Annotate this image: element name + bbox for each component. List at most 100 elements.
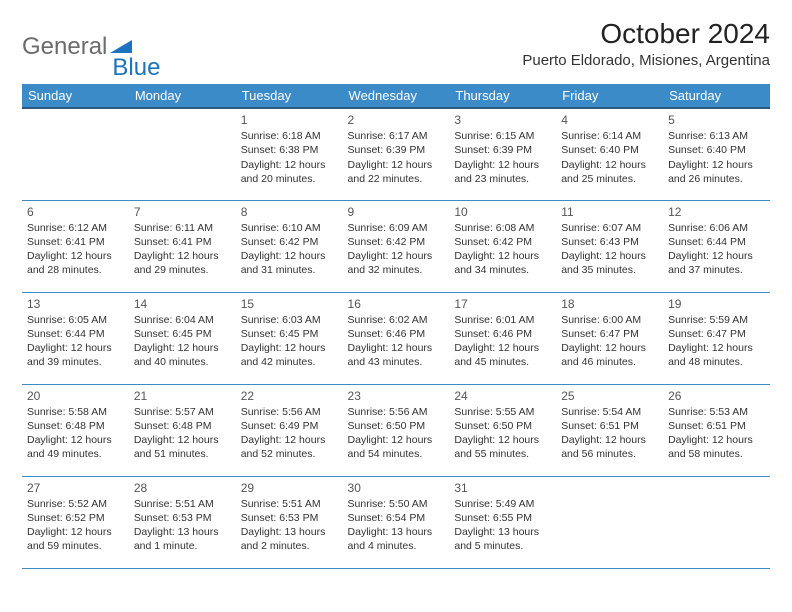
sunset-text: Sunset: 6:48 PM xyxy=(134,419,231,433)
sunset-text: Sunset: 6:41 PM xyxy=(27,235,124,249)
daylight-text: Daylight: 12 hours xyxy=(241,341,338,355)
day-number: 9 xyxy=(348,204,445,220)
day-number: 29 xyxy=(241,480,338,496)
daylight-text: Daylight: 12 hours xyxy=(27,433,124,447)
daylight-text: Daylight: 13 hours xyxy=(348,525,445,539)
daylight-text: Daylight: 12 hours xyxy=(27,525,124,539)
day-number: 14 xyxy=(134,296,231,312)
sunset-text: Sunset: 6:45 PM xyxy=(134,327,231,341)
daylight-text: and 56 minutes. xyxy=(561,447,658,461)
sunrise-text: Sunrise: 6:04 AM xyxy=(134,313,231,327)
day-number: 18 xyxy=(561,296,658,312)
sunrise-text: Sunrise: 6:06 AM xyxy=(668,221,765,235)
day-header: Friday xyxy=(556,84,663,108)
calendar-cell: 4Sunrise: 6:14 AMSunset: 6:40 PMDaylight… xyxy=(556,108,663,200)
daylight-text: and 29 minutes. xyxy=(134,263,231,277)
daylight-text: and 23 minutes. xyxy=(454,172,551,186)
calendar-cell: 27Sunrise: 5:52 AMSunset: 6:52 PMDayligh… xyxy=(22,476,129,568)
daylight-text: Daylight: 13 hours xyxy=(454,525,551,539)
day-number: 27 xyxy=(27,480,124,496)
calendar-table: Sunday Monday Tuesday Wednesday Thursday… xyxy=(22,84,770,569)
calendar-cell: 9Sunrise: 6:09 AMSunset: 6:42 PMDaylight… xyxy=(343,200,450,292)
calendar-cell: 12Sunrise: 6:06 AMSunset: 6:44 PMDayligh… xyxy=(663,200,770,292)
daylight-text: and 46 minutes. xyxy=(561,355,658,369)
daylight-text: Daylight: 12 hours xyxy=(134,341,231,355)
calendar-cell: 11Sunrise: 6:07 AMSunset: 6:43 PMDayligh… xyxy=(556,200,663,292)
calendar-week-row: 20Sunrise: 5:58 AMSunset: 6:48 PMDayligh… xyxy=(22,384,770,476)
daylight-text: Daylight: 12 hours xyxy=(348,433,445,447)
daylight-text: Daylight: 12 hours xyxy=(454,249,551,263)
daylight-text: Daylight: 12 hours xyxy=(241,158,338,172)
daylight-text: Daylight: 12 hours xyxy=(668,249,765,263)
daylight-text: Daylight: 12 hours xyxy=(561,249,658,263)
sunrise-text: Sunrise: 6:10 AM xyxy=(241,221,338,235)
daylight-text: and 4 minutes. xyxy=(348,539,445,553)
daylight-text: Daylight: 12 hours xyxy=(27,341,124,355)
sunset-text: Sunset: 6:39 PM xyxy=(348,143,445,157)
daylight-text: and 22 minutes. xyxy=(348,172,445,186)
calendar-cell: 20Sunrise: 5:58 AMSunset: 6:48 PMDayligh… xyxy=(22,384,129,476)
sunset-text: Sunset: 6:50 PM xyxy=(348,419,445,433)
daylight-text: Daylight: 12 hours xyxy=(668,158,765,172)
daylight-text: Daylight: 12 hours xyxy=(348,158,445,172)
sunrise-text: Sunrise: 5:57 AM xyxy=(134,405,231,419)
day-header-row: Sunday Monday Tuesday Wednesday Thursday… xyxy=(22,84,770,108)
daylight-text: and 54 minutes. xyxy=(348,447,445,461)
day-number: 12 xyxy=(668,204,765,220)
header: General Blue October 2024 Puerto Eldorad… xyxy=(22,18,770,70)
sunset-text: Sunset: 6:51 PM xyxy=(561,419,658,433)
calendar-cell: 13Sunrise: 6:05 AMSunset: 6:44 PMDayligh… xyxy=(22,292,129,384)
sunset-text: Sunset: 6:38 PM xyxy=(241,143,338,157)
sunrise-text: Sunrise: 5:51 AM xyxy=(241,497,338,511)
sunrise-text: Sunrise: 6:14 AM xyxy=(561,129,658,143)
calendar-week-row: 27Sunrise: 5:52 AMSunset: 6:52 PMDayligh… xyxy=(22,476,770,568)
calendar-cell: 24Sunrise: 5:55 AMSunset: 6:50 PMDayligh… xyxy=(449,384,556,476)
sunrise-text: Sunrise: 6:15 AM xyxy=(454,129,551,143)
daylight-text: Daylight: 12 hours xyxy=(348,341,445,355)
sunrise-text: Sunrise: 5:51 AM xyxy=(134,497,231,511)
calendar-cell: 15Sunrise: 6:03 AMSunset: 6:45 PMDayligh… xyxy=(236,292,343,384)
sunrise-text: Sunrise: 6:05 AM xyxy=(27,313,124,327)
sunset-text: Sunset: 6:49 PM xyxy=(241,419,338,433)
day-number: 3 xyxy=(454,112,551,128)
calendar-cell: 22Sunrise: 5:56 AMSunset: 6:49 PMDayligh… xyxy=(236,384,343,476)
calendar-cell: 16Sunrise: 6:02 AMSunset: 6:46 PMDayligh… xyxy=(343,292,450,384)
daylight-text: and 48 minutes. xyxy=(668,355,765,369)
day-number: 25 xyxy=(561,388,658,404)
daylight-text: Daylight: 12 hours xyxy=(134,249,231,263)
sunset-text: Sunset: 6:42 PM xyxy=(348,235,445,249)
calendar-cell: 7Sunrise: 6:11 AMSunset: 6:41 PMDaylight… xyxy=(129,200,236,292)
logo-text-blue: Blue xyxy=(112,36,160,82)
daylight-text: Daylight: 12 hours xyxy=(668,433,765,447)
day-number: 15 xyxy=(241,296,338,312)
day-header: Tuesday xyxy=(236,84,343,108)
daylight-text: and 26 minutes. xyxy=(668,172,765,186)
day-number: 28 xyxy=(134,480,231,496)
daylight-text: and 25 minutes. xyxy=(561,172,658,186)
daylight-text: Daylight: 12 hours xyxy=(561,158,658,172)
daylight-text: and 20 minutes. xyxy=(241,172,338,186)
day-number: 23 xyxy=(348,388,445,404)
day-number: 19 xyxy=(668,296,765,312)
sunrise-text: Sunrise: 5:50 AM xyxy=(348,497,445,511)
daylight-text: Daylight: 12 hours xyxy=(454,341,551,355)
logo: General Blue xyxy=(22,24,160,70)
daylight-text: and 32 minutes. xyxy=(348,263,445,277)
sunset-text: Sunset: 6:44 PM xyxy=(27,327,124,341)
sunrise-text: Sunrise: 6:02 AM xyxy=(348,313,445,327)
sunset-text: Sunset: 6:46 PM xyxy=(348,327,445,341)
daylight-text: and 51 minutes. xyxy=(134,447,231,461)
calendar-cell: 5Sunrise: 6:13 AMSunset: 6:40 PMDaylight… xyxy=(663,108,770,200)
title-block: October 2024 Puerto Eldorado, Misiones, … xyxy=(522,18,770,69)
day-number: 26 xyxy=(668,388,765,404)
daylight-text: and 40 minutes. xyxy=(134,355,231,369)
calendar-week-row: 6Sunrise: 6:12 AMSunset: 6:41 PMDaylight… xyxy=(22,200,770,292)
calendar-cell: 30Sunrise: 5:50 AMSunset: 6:54 PMDayligh… xyxy=(343,476,450,568)
calendar-week-row: 13Sunrise: 6:05 AMSunset: 6:44 PMDayligh… xyxy=(22,292,770,384)
daylight-text: Daylight: 12 hours xyxy=(561,433,658,447)
calendar-cell: 1Sunrise: 6:18 AMSunset: 6:38 PMDaylight… xyxy=(236,108,343,200)
calendar-cell: 6Sunrise: 6:12 AMSunset: 6:41 PMDaylight… xyxy=(22,200,129,292)
sunset-text: Sunset: 6:40 PM xyxy=(561,143,658,157)
daylight-text: Daylight: 12 hours xyxy=(561,341,658,355)
calendar-cell: 2Sunrise: 6:17 AMSunset: 6:39 PMDaylight… xyxy=(343,108,450,200)
